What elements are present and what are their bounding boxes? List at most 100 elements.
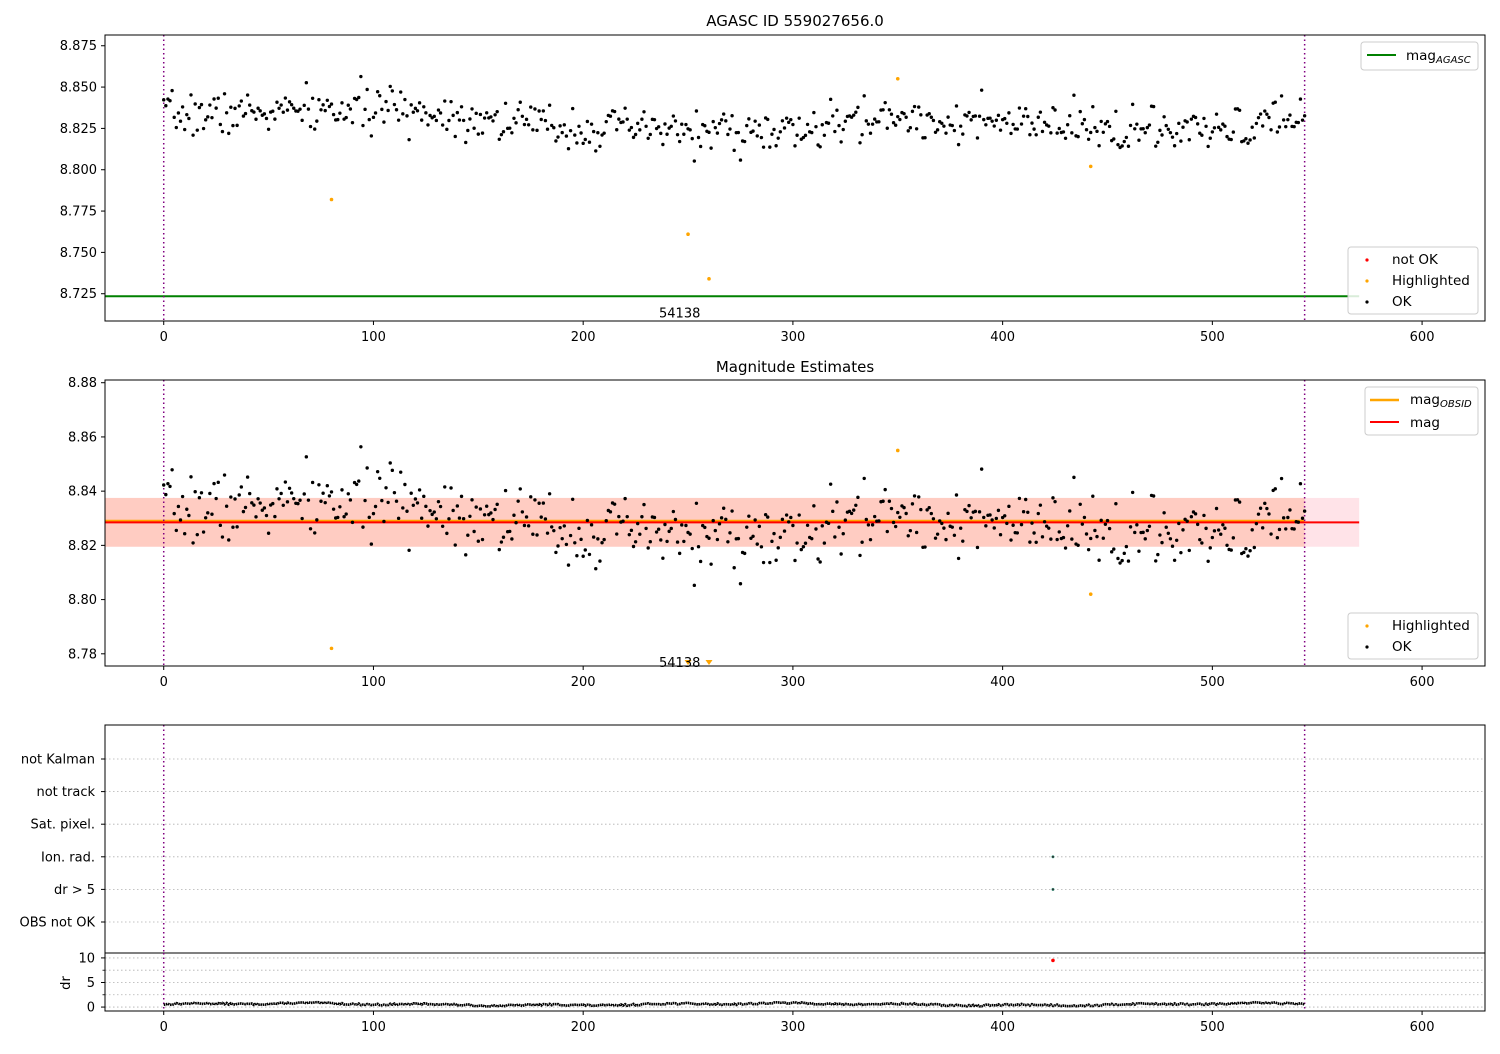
highlighted-point [895, 448, 900, 453]
ok-point [252, 110, 256, 114]
ok-point [810, 536, 814, 541]
ok-point [826, 521, 831, 526]
ok-point [977, 114, 982, 118]
ok-point [426, 524, 430, 528]
ok-point [512, 116, 516, 120]
ok-point [866, 523, 871, 527]
ok-point [503, 101, 508, 105]
ok-point [1047, 124, 1051, 128]
ok-point [1028, 132, 1032, 137]
ok-point [1118, 561, 1122, 565]
ok-point [438, 111, 443, 115]
ok-point [877, 120, 881, 124]
ok-point [336, 117, 340, 122]
ok-point [317, 98, 321, 102]
ok-point [979, 88, 984, 92]
ok-point [778, 130, 783, 134]
magnitude-xtick-label: 300 [780, 675, 805, 690]
ok-point [543, 118, 548, 123]
ok-point [864, 119, 869, 123]
ok-point [803, 133, 808, 138]
ok-point [935, 532, 940, 536]
ok-point [1286, 515, 1290, 520]
ok-point [1057, 530, 1061, 534]
ok-point [434, 517, 439, 521]
ok-point [688, 128, 692, 132]
ok-point [461, 517, 466, 521]
ok-point [1281, 516, 1286, 520]
ok-point [696, 135, 701, 140]
ok-point [669, 124, 673, 129]
dr-ytick-label: 0 [87, 1001, 95, 1016]
ok-point [967, 503, 971, 508]
ok-point [182, 127, 187, 132]
ok-point [852, 113, 856, 117]
ok-point [862, 476, 866, 481]
ok-point [784, 116, 789, 120]
ok-point [644, 526, 648, 531]
agasc-ytick-label: 8.875 [60, 39, 97, 54]
ok-point [906, 534, 910, 538]
ok-point [805, 122, 810, 127]
ok-point [984, 524, 988, 528]
ok-point [902, 111, 906, 116]
ok-point [298, 107, 302, 111]
ok-point [843, 518, 848, 522]
ok-point [1164, 123, 1168, 128]
ok-point [399, 470, 403, 474]
ok-point [881, 108, 885, 112]
ok-point [399, 90, 403, 94]
ok-point [1212, 126, 1217, 130]
ok-point [977, 510, 982, 514]
dr-xtick-label: 400 [990, 1020, 1015, 1035]
ok-point [1063, 136, 1068, 140]
highlighted-point [707, 277, 711, 281]
ok-point [271, 109, 275, 113]
ok-point [206, 511, 210, 515]
ok-point [262, 112, 267, 116]
ok-point [187, 116, 191, 121]
ok-point [243, 111, 248, 116]
ok-point [344, 115, 348, 120]
ok-point [380, 107, 384, 112]
ok-point [946, 511, 950, 516]
ok-point [755, 134, 759, 138]
ok-point [1082, 117, 1087, 122]
ok-point [348, 498, 353, 502]
ok-point [1254, 121, 1259, 126]
ok-point [885, 126, 889, 130]
ok-point [304, 455, 309, 459]
ok-point [176, 111, 181, 115]
ok-point [692, 159, 697, 163]
ok-point [633, 540, 638, 544]
agasc-xtick-label: 600 [1410, 330, 1435, 345]
ok-point [394, 108, 399, 112]
ok-point [1042, 120, 1047, 125]
ok-point [872, 117, 877, 121]
ok-point [814, 124, 818, 129]
dr-xtick-label: 300 [780, 1020, 805, 1035]
ok-point [178, 518, 183, 522]
ok-point [1099, 119, 1103, 124]
ok-point [258, 109, 262, 113]
ok-point [793, 558, 797, 563]
ok-point [277, 106, 281, 110]
ok-point [1003, 514, 1007, 518]
ok-point [331, 112, 336, 117]
ok-point [602, 537, 606, 542]
ok-point [556, 544, 560, 548]
ok-point [1269, 128, 1273, 132]
ok-point [833, 535, 837, 539]
ok-point [837, 123, 841, 128]
ok-point [659, 131, 663, 136]
ok-point [612, 109, 617, 114]
ok-point [1225, 543, 1229, 547]
ok-point [663, 122, 667, 126]
ok-point [558, 525, 562, 530]
ok-point [1275, 130, 1280, 134]
ok-point [982, 117, 986, 122]
ok-point [1214, 112, 1219, 116]
ok-point [338, 111, 342, 115]
ok-point [944, 537, 948, 542]
dr-outlier-point [1051, 958, 1055, 963]
